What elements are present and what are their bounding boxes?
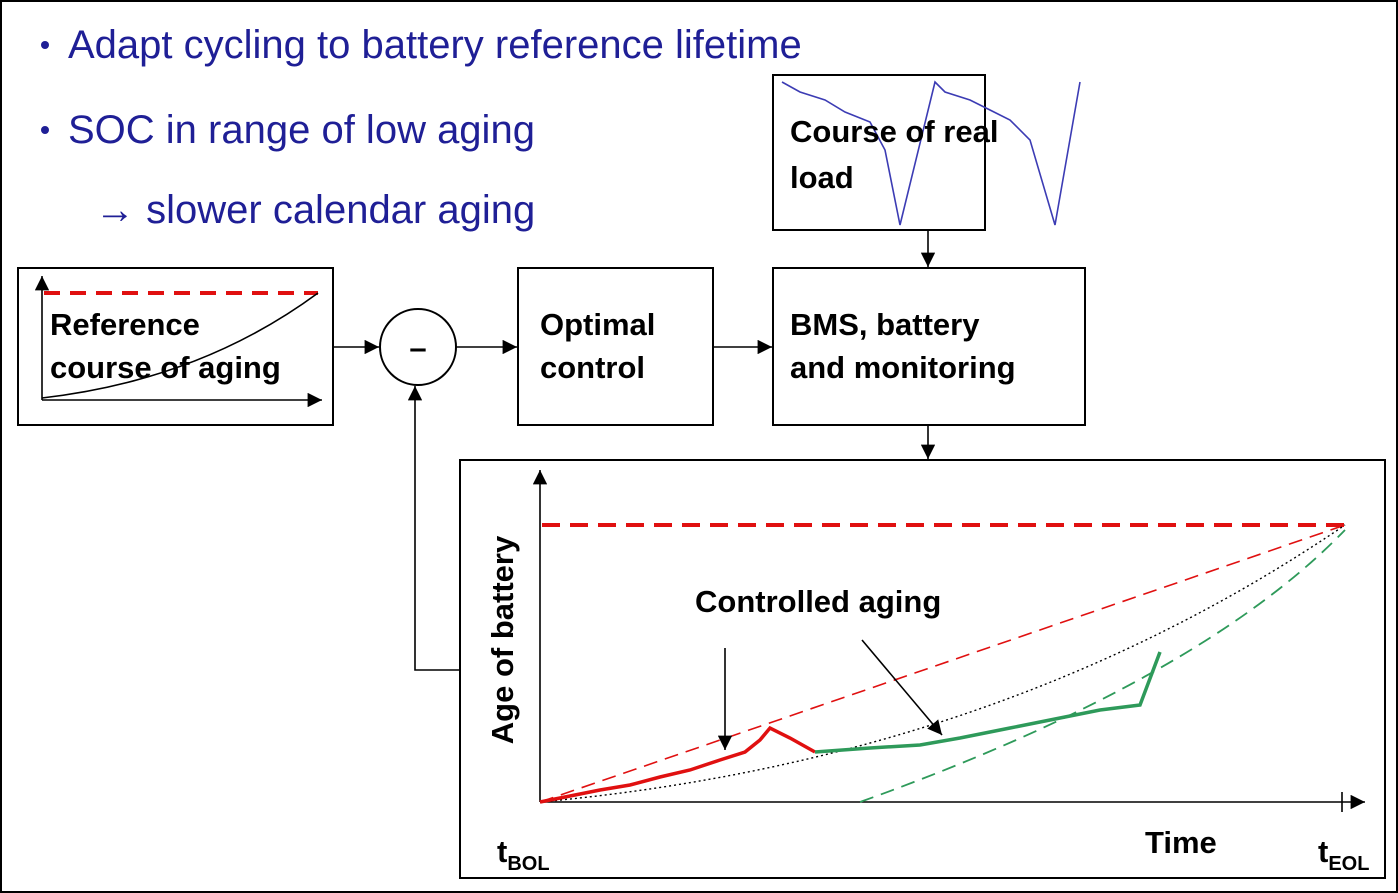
- aging-green: [814, 651, 1162, 754]
- node-label: –: [409, 330, 426, 365]
- plot-box: [459, 459, 1386, 879]
- bms-box: [772, 267, 1086, 426]
- mini-curve: [41, 292, 319, 399]
- node-label: course of aging: [50, 350, 281, 385]
- node-label: load: [790, 160, 854, 195]
- feedback-arrow: [407, 386, 460, 671]
- annotation: Controlled aging: [695, 584, 941, 619]
- bullet: → slower calendar aging: [95, 188, 535, 232]
- optimal-box: [517, 267, 714, 426]
- t-sub: BOL: [507, 853, 549, 875]
- node-label: Reference: [50, 307, 200, 342]
- load-curve: [781, 80, 1081, 226]
- t-main: t: [497, 834, 507, 869]
- load-box: [772, 74, 986, 231]
- expected-curve: [539, 524, 1346, 803]
- node-label: and monitoring: [790, 350, 1016, 385]
- node-label: Course of real: [790, 114, 998, 149]
- t-sub: EOL: [1328, 853, 1369, 875]
- node-label: control: [540, 350, 645, 385]
- bullet-dot: [41, 41, 49, 49]
- aging-red: [539, 725, 816, 804]
- pointer-arrow: [861, 639, 943, 736]
- bullet-dot: [41, 126, 49, 134]
- reference-line: [539, 524, 1346, 803]
- bullet: SOC in range of low aging: [68, 108, 535, 152]
- x-label: Time: [1145, 825, 1217, 860]
- t-main: t: [1318, 834, 1328, 869]
- t-eol: tEOL: [1318, 834, 1369, 875]
- t-bol: tBOL: [497, 834, 550, 875]
- y-label: Age of battery: [485, 535, 520, 744]
- node-label: BMS, battery: [790, 307, 980, 342]
- bullet: Adapt cycling to battery reference lifet…: [68, 23, 802, 67]
- node-label: Optimal: [540, 307, 655, 342]
